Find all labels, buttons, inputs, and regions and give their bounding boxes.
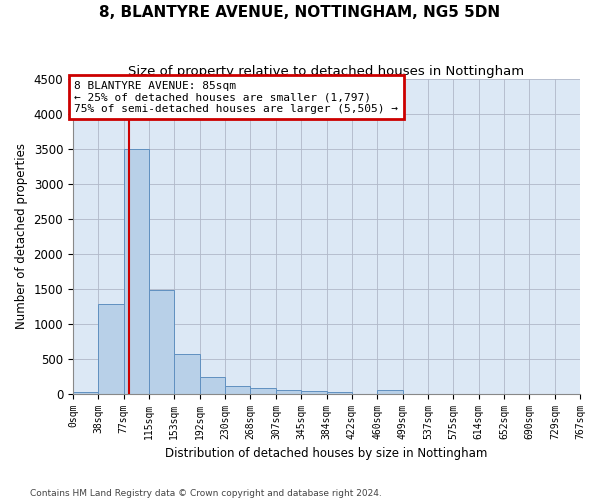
Bar bbox=[174, 354, 200, 394]
Bar bbox=[225, 386, 250, 394]
Text: 8 BLANTYRE AVENUE: 85sqm
← 25% of detached houses are smaller (1,797)
75% of sem: 8 BLANTYRE AVENUE: 85sqm ← 25% of detach… bbox=[74, 80, 398, 114]
Bar bbox=[327, 392, 352, 394]
Bar bbox=[301, 391, 327, 394]
Title: Size of property relative to detached houses in Nottingham: Size of property relative to detached ho… bbox=[128, 65, 524, 78]
Bar bbox=[276, 390, 301, 394]
Y-axis label: Number of detached properties: Number of detached properties bbox=[15, 144, 28, 330]
Bar bbox=[377, 390, 403, 394]
X-axis label: Distribution of detached houses by size in Nottingham: Distribution of detached houses by size … bbox=[165, 447, 488, 460]
Text: Contains HM Land Registry data © Crown copyright and database right 2024.: Contains HM Land Registry data © Crown c… bbox=[30, 488, 382, 498]
Text: 8, BLANTYRE AVENUE, NOTTINGHAM, NG5 5DN: 8, BLANTYRE AVENUE, NOTTINGHAM, NG5 5DN bbox=[100, 5, 500, 20]
Bar bbox=[98, 304, 124, 394]
Bar bbox=[149, 290, 174, 394]
Bar bbox=[250, 388, 276, 394]
Bar bbox=[73, 392, 98, 394]
Bar bbox=[200, 377, 225, 394]
Bar bbox=[124, 149, 149, 394]
